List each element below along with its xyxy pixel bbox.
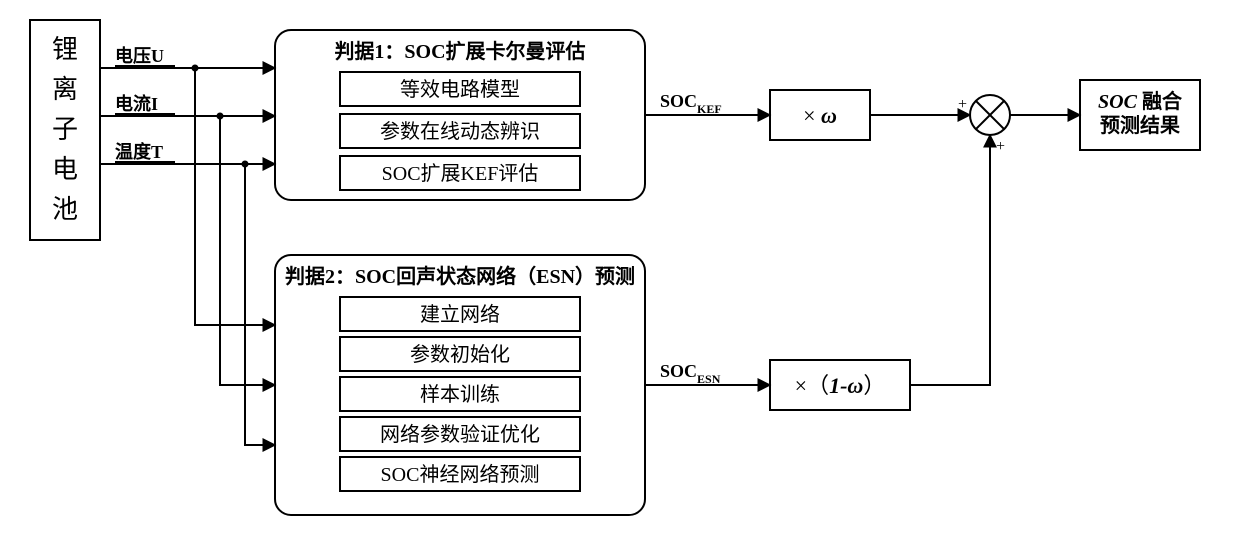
- svg-text:×（1-ω）: ×（1-ω）: [795, 373, 886, 398]
- svg-text:判据2：SOC回声状态网络（ESN）预测: 判据2：SOC回声状态网络（ESN）预测: [285, 264, 635, 288]
- svg-text:等效电路模型: 等效电路模型: [400, 78, 520, 101]
- svg-text:SOCKEF: SOCKEF: [660, 91, 722, 116]
- svg-text:参数初始化: 参数初始化: [410, 343, 510, 366]
- svg-text:SOC 融合: SOC 融合: [1098, 89, 1183, 113]
- svg-text:网络参数验证优化: 网络参数验证优化: [380, 423, 540, 446]
- svg-text:SOC神经网络预测: SOC神经网络预测: [381, 463, 540, 486]
- svg-text:子: 子: [52, 115, 78, 144]
- svg-text:判据1：SOC扩展卡尔曼评估: 判据1：SOC扩展卡尔曼评估: [334, 39, 585, 63]
- svg-text:电流I: 电流I: [115, 93, 158, 114]
- svg-text:+: +: [996, 138, 1005, 155]
- svg-text:锂: 锂: [52, 35, 78, 64]
- svg-text:× ω: × ω: [803, 103, 837, 128]
- svg-text:离: 离: [52, 75, 78, 104]
- svg-text:池: 池: [52, 195, 78, 224]
- svg-text:电压U: 电压U: [115, 45, 164, 66]
- svg-text:建立网络: 建立网络: [420, 303, 500, 326]
- svg-text:+: +: [958, 96, 967, 113]
- svg-text:SOC扩展KEF评估: SOC扩展KEF评估: [382, 162, 539, 185]
- svg-text:样本训练: 样本训练: [420, 383, 500, 406]
- svg-text:SOCESN: SOCESN: [660, 361, 721, 386]
- svg-text:预测结果: 预测结果: [1100, 113, 1180, 137]
- svg-text:温度T: 温度T: [115, 141, 163, 162]
- svg-text:电: 电: [52, 155, 78, 184]
- svg-text:参数在线动态辨识: 参数在线动态辨识: [380, 120, 540, 143]
